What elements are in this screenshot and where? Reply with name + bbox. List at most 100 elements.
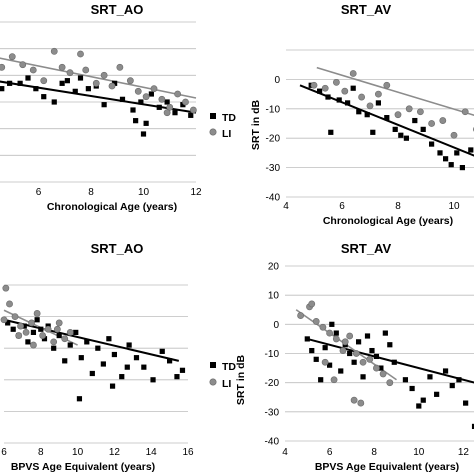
point-td <box>73 329 79 335</box>
panel-title: SRT_AV <box>341 2 392 17</box>
point-td <box>51 345 57 351</box>
point-td <box>370 129 376 135</box>
point-td <box>375 100 381 106</box>
point-td <box>456 377 462 383</box>
panel-srt-av-bpvs: SRT_AV 20 10 0 -10 -20 -30 -404 6 8 10 12 SRT in d… <box>235 241 474 473</box>
point-li <box>428 120 435 127</box>
point-li <box>349 70 357 77</box>
point-li <box>373 364 380 372</box>
trendline-li <box>316 66 474 117</box>
point-td <box>329 321 335 327</box>
point-td <box>148 91 154 97</box>
point-td <box>356 109 362 115</box>
point-li <box>358 93 365 101</box>
point-td <box>101 102 107 108</box>
point-li <box>308 300 316 308</box>
legend-li-marker <box>209 128 217 136</box>
point-td <box>17 80 23 86</box>
point-li <box>374 90 382 98</box>
point-td <box>77 75 84 81</box>
x-tick-label: 14 <box>146 447 158 458</box>
point-td <box>106 336 112 342</box>
y-tick-label: -40 <box>266 193 281 204</box>
point-li <box>55 319 63 327</box>
point-td <box>78 355 84 361</box>
point-td <box>51 99 57 105</box>
point-td <box>369 347 375 354</box>
point-li <box>15 332 23 339</box>
point-td <box>34 317 40 323</box>
point-li <box>61 335 69 343</box>
point-li <box>100 71 108 79</box>
legend-li-label: LI <box>222 128 231 140</box>
point-td <box>62 358 68 364</box>
point-td <box>124 364 130 370</box>
point-li <box>30 341 37 349</box>
point-td <box>111 351 117 358</box>
point-td <box>427 374 433 380</box>
point-td <box>420 126 426 132</box>
point-td <box>437 150 443 156</box>
point-td <box>159 348 165 354</box>
legend-td-marker <box>210 362 216 368</box>
point-li <box>150 85 158 93</box>
point-li <box>366 102 374 110</box>
point-td <box>84 339 90 345</box>
x-tick-label: 10 <box>413 447 425 458</box>
point-td <box>143 120 149 126</box>
x-tick-label: 16 <box>182 447 194 458</box>
point-li <box>58 63 66 71</box>
point-td <box>41 94 47 100</box>
point-td <box>333 330 339 336</box>
point-td <box>459 165 465 171</box>
point-td <box>41 336 48 342</box>
point-li <box>108 82 116 90</box>
point-li <box>166 103 174 111</box>
point-td <box>56 332 62 339</box>
point-td <box>133 355 140 361</box>
x-tick-label: 12 <box>458 447 470 458</box>
point-td <box>0 86 5 92</box>
point-td <box>10 326 16 332</box>
point-li <box>379 370 387 378</box>
y-tick-label: 20 <box>268 262 280 273</box>
point-td <box>179 367 186 373</box>
point-li <box>450 131 458 139</box>
point-li <box>39 332 47 339</box>
point-td <box>174 374 180 380</box>
y-tick-label: -20 <box>265 378 280 389</box>
x-tick-label: 8 <box>88 187 94 198</box>
point-td <box>119 96 126 102</box>
point-td <box>5 320 11 326</box>
point-li <box>297 312 305 319</box>
point-li <box>350 396 358 404</box>
point-li <box>92 79 100 87</box>
x-tick-label: 12 <box>109 447 121 458</box>
panel-srt-ao-bpvs: SRT_AO 6 8 10 12 14 16 BPVS Age Equivalent (y… <box>0 241 236 473</box>
x-tick-label: 8 <box>395 201 401 212</box>
point-td <box>449 382 455 389</box>
point-li <box>134 87 142 95</box>
point-td <box>188 112 194 118</box>
point-td <box>21 323 27 329</box>
point-li <box>17 322 24 330</box>
point-li <box>28 319 35 327</box>
point-td <box>416 403 422 409</box>
point-li <box>40 77 48 85</box>
point-td <box>454 150 460 156</box>
point-td <box>100 361 106 367</box>
point-li <box>332 335 340 343</box>
point-li <box>82 66 90 74</box>
y-tick-label: -20 <box>266 134 281 145</box>
point-li <box>0 316 8 324</box>
point-li <box>321 358 329 366</box>
point-td <box>141 364 147 370</box>
point-li <box>19 61 27 69</box>
point-td <box>391 359 397 365</box>
x-axis-label: BPVS Age Equivalent (years) <box>315 461 459 473</box>
point-li <box>22 328 30 336</box>
x-tick-label: 12 <box>190 187 202 198</box>
y-axis-label: SRT in dB <box>250 100 262 151</box>
point-td <box>112 80 118 86</box>
point-td <box>392 126 398 132</box>
